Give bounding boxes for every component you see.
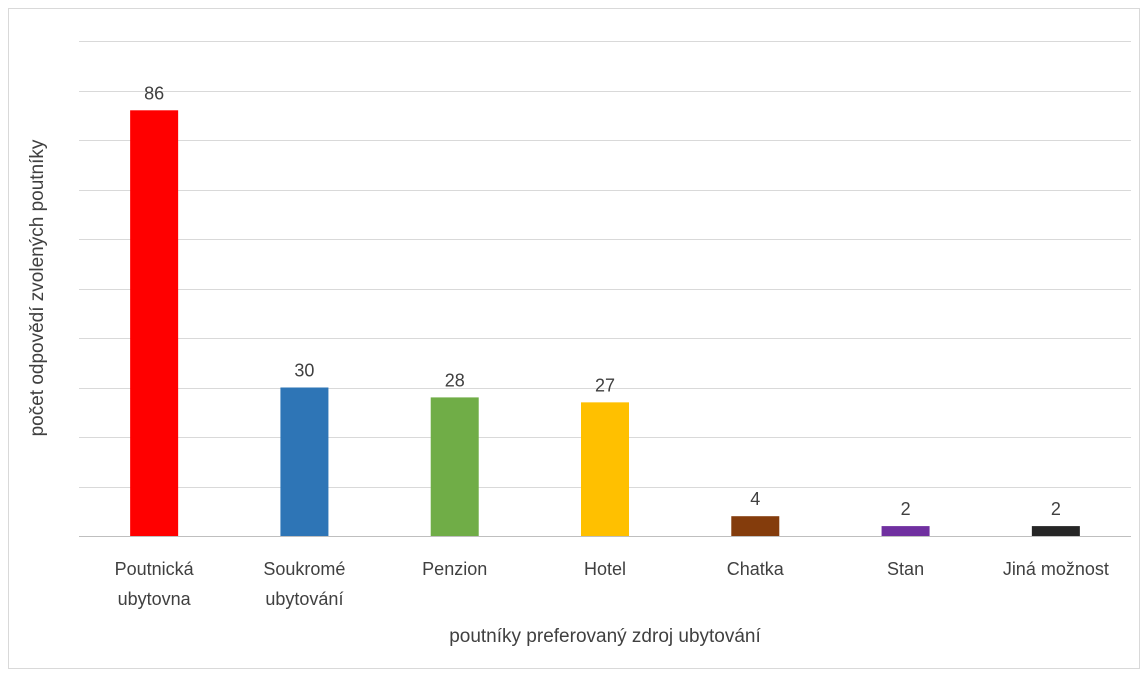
bar xyxy=(130,110,179,537)
data-labels: 86 30 28 27 4 2 2 xyxy=(144,83,1061,519)
x-tick-label-line: Soukromé xyxy=(263,559,345,579)
x-tick-label-line: ubytovna xyxy=(118,589,192,609)
x-tick-label: Poutnická ubytovna xyxy=(115,559,195,609)
x-tick-labels: Poutnická ubytovna Soukromé ubytování Penzio… xyxy=(115,559,1109,609)
data-label: 30 xyxy=(294,361,314,381)
x-tick-label: Chatka xyxy=(727,559,785,579)
data-label: 27 xyxy=(595,375,615,395)
data-label: 4 xyxy=(750,489,760,509)
x-tick-label: Stan xyxy=(887,559,924,579)
x-tick-label-line: Penzion xyxy=(422,559,487,579)
x-tick-label: Jiná možnost xyxy=(1003,559,1109,579)
x-tick-label-line: Poutnická xyxy=(115,559,195,579)
x-tick-label-line: ubytování xyxy=(265,589,343,609)
x-tick-label-line: Jiná možnost xyxy=(1003,559,1109,579)
bar xyxy=(581,402,629,536)
data-label: 86 xyxy=(144,83,164,103)
data-label: 2 xyxy=(901,499,911,519)
x-tick-label-line: Chatka xyxy=(727,559,785,579)
y-axis-title: počet odpovědí zvolených poutníky xyxy=(27,139,48,436)
data-label: 28 xyxy=(445,370,465,390)
bar xyxy=(881,526,930,536)
bar xyxy=(430,397,479,536)
bar xyxy=(731,516,780,536)
bar xyxy=(1031,526,1080,536)
x-axis-title: poutníky preferovaný zdroj ubytování xyxy=(449,626,761,647)
x-tick-label: Penzion xyxy=(422,559,487,579)
x-tick-label: Hotel xyxy=(584,559,626,579)
data-label: 2 xyxy=(1051,499,1061,519)
x-tick-label-line: Hotel xyxy=(584,559,626,579)
bar xyxy=(280,387,329,536)
x-tick-label-line: Stan xyxy=(887,559,924,579)
gridlines xyxy=(79,41,1131,537)
bars xyxy=(130,110,1080,537)
x-tick-label: Soukromé ubytování xyxy=(263,559,345,609)
